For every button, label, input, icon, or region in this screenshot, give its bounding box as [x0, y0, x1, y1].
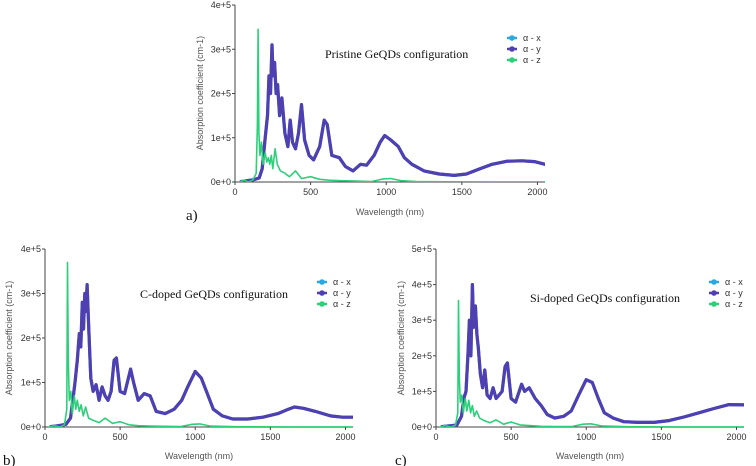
legend-marker: [509, 35, 515, 41]
panel-label: a): [186, 208, 198, 224]
series-line-alpha-z: [439, 299, 744, 427]
y-tick-label: 4e+5: [21, 244, 41, 254]
y-tick-label: 2e+5: [211, 89, 231, 99]
y-tick-label: 4e+5: [412, 280, 432, 290]
y-tick-label: 3e+5: [412, 315, 432, 325]
legend-marker: [509, 46, 515, 52]
x-axis-label: Wavelength (nm): [356, 207, 424, 217]
y-tick-label: 0e+0: [211, 177, 231, 187]
x-tick-label: 0: [232, 187, 237, 197]
series-line-alpha-x: [49, 283, 353, 427]
x-tick-label: 1500: [260, 432, 280, 442]
x-tick-label: 500: [303, 187, 318, 197]
x-tick-label: 500: [113, 432, 128, 442]
legend-label: α - z: [523, 55, 541, 65]
chart-panel-b: 0e+0 1e+5 2e+5 3e+5 4e+5 0 500 1000 1500 2000 α - …: [3, 244, 356, 466]
x-tick-label: 2000: [335, 432, 355, 442]
y-tick-label: 2e+5: [21, 333, 41, 343]
series-line-alpha-x: [440, 283, 744, 427]
legend-label: α - y: [523, 44, 541, 54]
panel-label: b): [3, 453, 16, 466]
x-tick-label: 2000: [726, 432, 746, 442]
series-line-alpha-z: [238, 28, 545, 182]
legend-label: α - x: [333, 277, 351, 287]
legend-marker: [319, 290, 325, 296]
x-axis-label: Wavelength (nm): [165, 451, 233, 461]
y-tick-label: 1e+5: [21, 378, 41, 388]
legend-label: α - y: [333, 288, 351, 298]
legend-marker: [509, 57, 515, 63]
legend-label: α - x: [523, 33, 541, 43]
legend-marker: [711, 290, 717, 296]
legend-marker: [711, 301, 717, 307]
y-axis-label: Absorption coefficient (cm-1): [195, 36, 205, 150]
x-tick-label: 2000: [527, 187, 547, 197]
chart-panel-a: 0e+0 1e+5 2e+5 3e+5 4e+5 0 500 1000 1500 2000 α - …: [186, 0, 547, 224]
chart-title: C-doped GeQDs configuration: [140, 287, 288, 301]
y-axis-label: Absorption coefficient (cm-1): [396, 281, 406, 395]
y-tick-label: 2e+5: [412, 351, 432, 361]
y-tick-label: 0e+0: [21, 422, 41, 432]
chart-title: Pristine GeQDs configuration: [325, 47, 468, 61]
y-tick-label: 3e+5: [211, 44, 231, 54]
legend-marker: [711, 279, 717, 285]
chart-title: Si-doped GeQDs configuration: [530, 291, 680, 305]
x-axis-label: Wavelength (nm): [556, 451, 624, 461]
legend-label: α - y: [725, 288, 743, 298]
legend-label: α - z: [333, 299, 351, 309]
x-tick-label: 0: [433, 432, 438, 442]
x-tick-label: 1500: [651, 432, 671, 442]
x-tick-label: 1000: [376, 187, 396, 197]
legend-label: α - z: [725, 299, 743, 309]
chart-panel-c: 0e+0 1e+5 2e+5 3e+5 4e+5 5e+5 0 500 1000 1500 2000…: [395, 244, 747, 466]
legend-marker: [319, 301, 325, 307]
panel-label: c): [395, 453, 407, 466]
y-axis-label: Absorption coefficient (cm-1): [4, 281, 14, 395]
y-tick-label: 1e+5: [211, 133, 231, 143]
x-tick-label: 500: [504, 432, 519, 442]
y-tick-label: 0e+0: [412, 422, 432, 432]
y-tick-label: 4e+5: [211, 0, 231, 10]
series-line-alpha-x: [239, 43, 545, 182]
y-tick-label: 3e+5: [21, 289, 41, 299]
y-tick-label: 5e+5: [412, 244, 432, 254]
series-line-alpha-y: [49, 283, 353, 427]
x-tick-label: 1000: [185, 432, 205, 442]
legend-label: α - x: [725, 277, 743, 287]
series-line-alpha-y: [440, 283, 744, 427]
x-tick-label: 1000: [576, 432, 596, 442]
series-line-alpha-z: [48, 261, 353, 427]
x-tick-label: 1500: [452, 187, 472, 197]
y-tick-label: 1e+5: [412, 386, 432, 396]
legend-marker: [319, 279, 325, 285]
series-line-alpha-y: [239, 43, 545, 182]
x-tick-label: 0: [42, 432, 47, 442]
